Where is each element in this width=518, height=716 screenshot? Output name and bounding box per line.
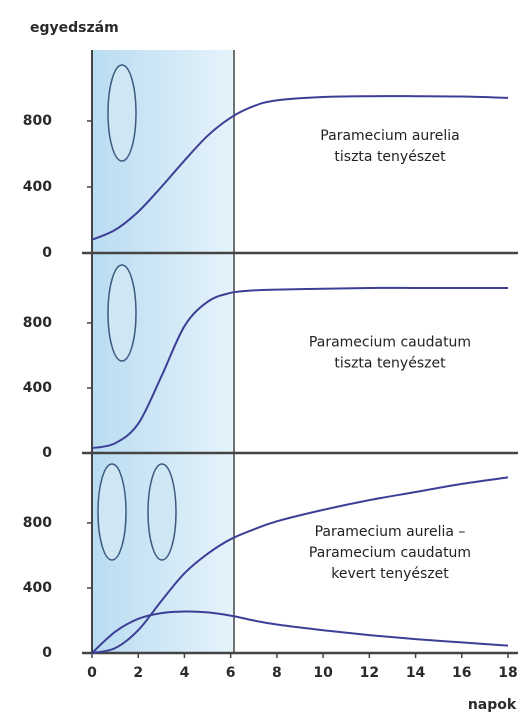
x-tick-label: 2	[133, 665, 143, 681]
y-tick-label: 800	[23, 515, 52, 531]
x-tick-label: 18	[498, 665, 517, 681]
y-tick-label: 800	[23, 315, 52, 331]
y-tick-label: 0	[42, 245, 52, 261]
y-tick-label: 800	[23, 113, 52, 129]
annotation: Paramecium caudatum	[309, 335, 471, 351]
x-tick-label: 6	[226, 665, 236, 681]
annotation: Paramecium aurelia –	[315, 524, 466, 540]
line	[91, 95, 509, 241]
annotation: kevert tenyészet	[331, 566, 449, 582]
y-tick-label: 400	[23, 179, 52, 195]
line	[91, 610, 509, 654]
annotation: Paramecium caudatum	[309, 545, 471, 561]
annotation: tiszta tenyészet	[334, 356, 446, 372]
x-tick-label: 16	[452, 665, 471, 681]
y-tick-label: 400	[23, 380, 52, 396]
y-tick-label: 0	[42, 645, 52, 661]
x-tick-label: 10	[313, 665, 333, 681]
y-axis-title: egyedszám	[30, 20, 119, 36]
line	[91, 476, 509, 654]
x-axis-title: napok	[468, 697, 517, 713]
annotation: Paramecium aurelia	[320, 128, 459, 144]
x-tick-label: 12	[360, 665, 379, 681]
annotation: tiszta tenyészet	[334, 149, 446, 165]
paramecium-icons	[97, 64, 177, 561]
line	[91, 286, 508, 450]
y-tick-label: 400	[23, 580, 52, 596]
x-tick-label: 0	[87, 665, 97, 681]
x-tick-label: 4	[180, 665, 190, 681]
y-tick-label: 0	[42, 445, 52, 461]
x-tick-label: 14	[406, 665, 426, 681]
x-tick-label: 8	[272, 665, 282, 681]
